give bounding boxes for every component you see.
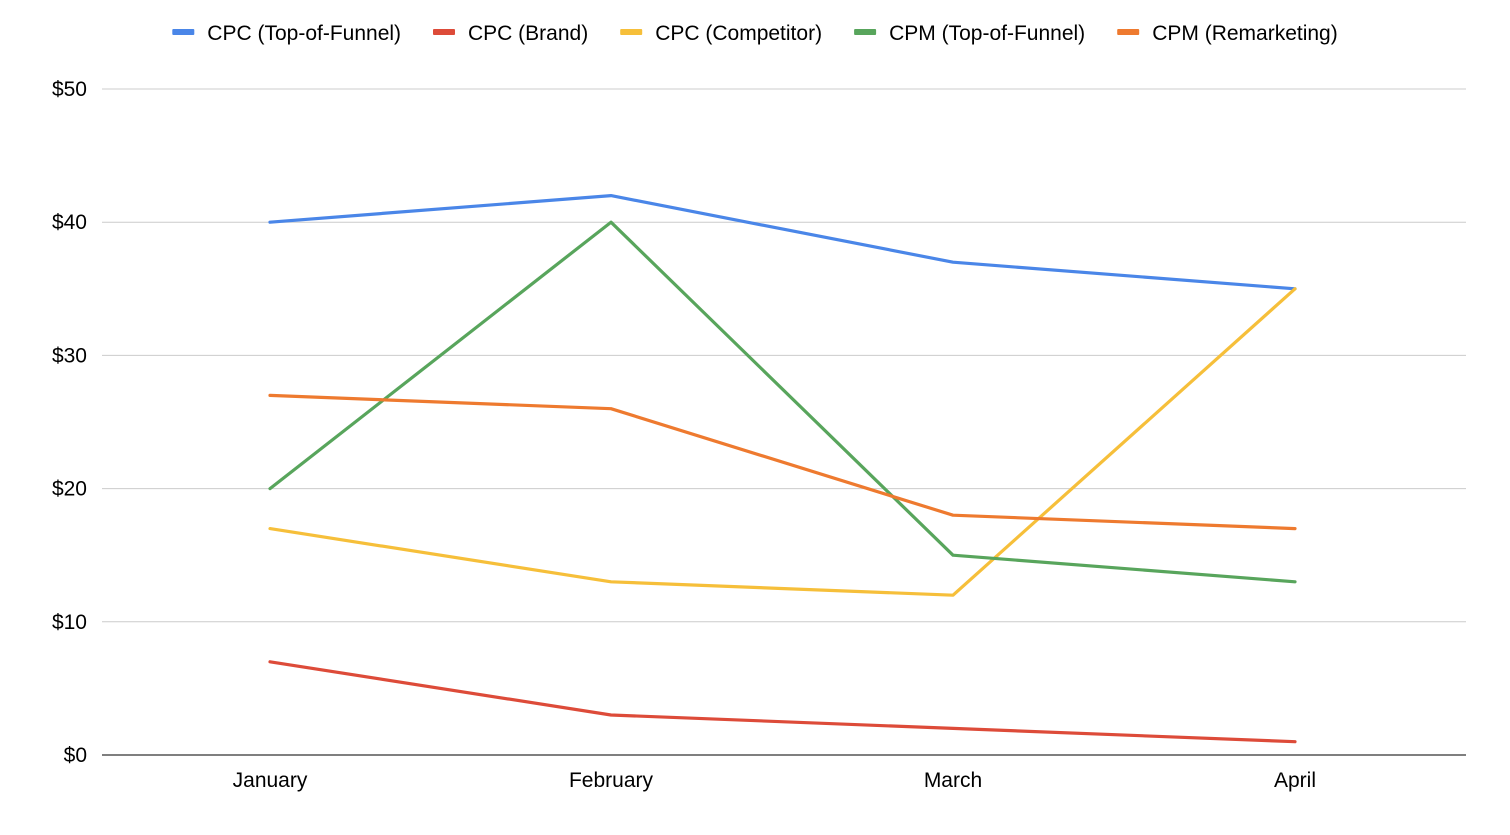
series-5: [268, 393, 1297, 531]
legend-label: CPC (Competitor): [655, 22, 822, 45]
legend-item[interactable]: CPC (Top-of-Funnel): [172, 22, 401, 45]
legend-label: CPM (Remarketing): [1152, 22, 1338, 45]
legend-swatch: [172, 29, 195, 35]
y-tick-label: $50: [52, 78, 87, 101]
x-axis: January February March April: [233, 769, 1316, 792]
data-point: [1294, 528, 1296, 530]
y-tick-label: $30: [52, 344, 87, 367]
legend-item[interactable]: CPM (Remarketing): [1117, 22, 1338, 45]
data-point: [269, 661, 271, 663]
data-point: [952, 727, 954, 729]
data-point: [269, 488, 271, 490]
legend-swatch: [1117, 29, 1140, 35]
data-point: [610, 195, 612, 197]
data-point: [952, 261, 954, 263]
legend-item[interactable]: CPM (Top-of-Funnel): [854, 22, 1085, 45]
series-line: [268, 220, 1297, 584]
series-line: [268, 194, 1297, 291]
series-line: [268, 660, 1297, 744]
data-point: [610, 221, 612, 223]
y-tick-label: $0: [64, 744, 87, 767]
series-line: [268, 287, 1297, 597]
data-point: [952, 514, 954, 516]
x-tick-label: January: [233, 769, 308, 792]
data-point: [269, 221, 271, 223]
data-point: [1294, 581, 1296, 583]
legend-item[interactable]: CPC (Competitor): [620, 22, 822, 45]
data-point: [269, 528, 271, 530]
y-tick-label: $10: [52, 611, 87, 634]
data-point: [952, 554, 954, 556]
data-point: [610, 581, 612, 583]
series-lines: [268, 194, 1297, 744]
legend-label: CPM (Top-of-Funnel): [889, 22, 1085, 45]
series-2: [268, 660, 1297, 744]
gridlines: [102, 88, 1466, 756]
legend: CPC (Top-of-Funnel) CPC (Brand) CPC (Compe…: [172, 22, 1338, 45]
legend-item[interactable]: CPC (Brand): [433, 22, 588, 45]
y-axis: $0 $10 $20 $30 $40 $50: [52, 78, 87, 767]
y-tick-label: $40: [52, 211, 87, 234]
series-4: [268, 220, 1297, 584]
data-point: [1294, 741, 1296, 743]
series-3: [268, 287, 1297, 597]
y-tick-label: $20: [52, 478, 87, 501]
legend-swatch: [433, 29, 455, 35]
data-point: [610, 408, 612, 410]
data-point: [269, 394, 271, 396]
data-point: [1294, 288, 1296, 290]
legend-swatch: [854, 29, 877, 35]
legend-label: CPC (Brand): [468, 22, 588, 45]
legend-swatch: [620, 29, 643, 35]
series-1: [268, 194, 1297, 291]
x-tick-label: February: [569, 769, 654, 792]
series-line: [268, 393, 1297, 531]
legend-label: CPC (Top-of-Funnel): [207, 22, 401, 45]
data-point: [952, 594, 954, 596]
x-tick-label: April: [1274, 769, 1316, 792]
x-tick-label: March: [924, 769, 982, 792]
data-point: [610, 714, 612, 716]
